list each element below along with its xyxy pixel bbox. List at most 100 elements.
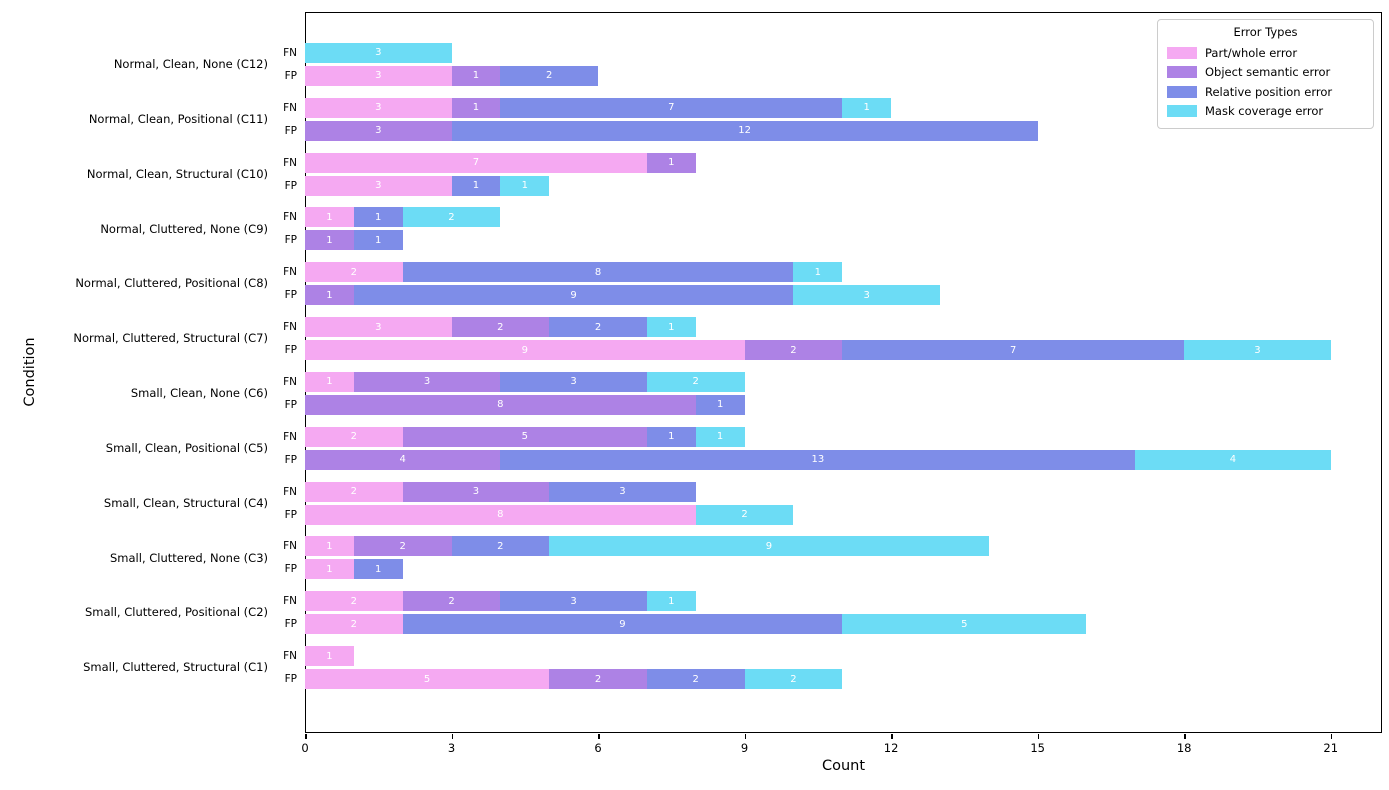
bar-row: FP 9 2 7 3: [268, 340, 1382, 361]
fp-tick-label: FP: [284, 618, 297, 631]
bar-row: FN 7 1: [268, 152, 1382, 173]
bar-segment: 9: [549, 536, 989, 557]
fn-fp-pair: FN 3 2 2 1 FP 9 2 7 3: [268, 317, 1382, 361]
fn-tick-label: FN: [283, 156, 297, 169]
bar-segment: 7: [842, 340, 1185, 361]
legend-swatch: [1167, 46, 1197, 59]
bar-row: FP 1 9 3: [268, 285, 1382, 306]
legend-entry-label: Relative position error: [1205, 84, 1333, 99]
fn-tick-label: FN: [283, 211, 297, 224]
x-tick-label: 3: [447, 741, 456, 755]
bar-segment: 8: [305, 394, 696, 415]
bar-segment: 3: [305, 317, 452, 338]
bar-segment: 12: [451, 120, 1038, 141]
fp-tick-label: FP: [284, 69, 297, 82]
bar-segment: 9: [353, 285, 794, 306]
bar-segment: 1: [305, 536, 354, 557]
bar-segment: 2: [646, 669, 745, 690]
bar-segment: 2: [549, 317, 647, 338]
bar-segment: 1: [646, 426, 696, 447]
bar-segment: 2: [305, 614, 403, 635]
fn-fp-pair: FN 1 2 2 9 FP 1 1: [268, 536, 1382, 580]
condition-label: Small, Cluttered, None (C3): [110, 550, 268, 565]
fp-tick-label: FP: [284, 124, 297, 137]
bar-segment: 1: [842, 97, 892, 118]
x-tick-mark: [744, 734, 747, 739]
legend-entry-label: Part/whole error: [1205, 45, 1298, 60]
x-tick-label: 15: [1030, 741, 1045, 755]
bar-segment: 3: [305, 120, 452, 141]
bar-segment: 1: [451, 97, 501, 118]
x-tick-label: 0: [301, 741, 309, 755]
bar-segment: 3: [305, 42, 452, 63]
bar-row: FN 2 5 1 1: [268, 426, 1382, 447]
bar-track-fn: 1: [305, 646, 1382, 667]
fp-tick-label: FP: [284, 344, 297, 357]
condition-label: Small, Clean, Positional (C5): [105, 440, 268, 455]
fp-tick-label: FP: [284, 179, 297, 192]
x-tick-mark: [1037, 734, 1040, 739]
bar-segment: 4: [1135, 449, 1331, 470]
condition-label: Normal, Cluttered, Positional (C8): [75, 276, 268, 291]
bar-row: FN 3 2 2 1: [268, 317, 1382, 338]
condition-label: Small, Cluttered, Positional (C2): [84, 605, 268, 620]
bar-segment: 1: [305, 559, 354, 580]
fn-tick-label: FN: [283, 266, 297, 279]
x-tick-mark: [891, 734, 893, 739]
legend-entry: Mask coverage error: [1167, 102, 1364, 122]
bar-segment: 2: [744, 340, 843, 361]
legend-swatch: [1167, 66, 1197, 79]
condition-group: Small, Cluttered, Positional (C2) FN 2 2 3 1 F…: [0, 585, 1382, 640]
fn-fp-pair: FN 2 2 3 1 FP 2 9 5: [268, 591, 1382, 635]
bar-segment: 5: [842, 614, 1087, 635]
fn-fp-pair: FN 2 3 3 FP 8 2: [268, 481, 1382, 525]
condition-group: Normal, Clean, Structural (C10) FN 7 1 FP 3 1 1: [0, 147, 1382, 202]
bar-segment: 1: [695, 394, 745, 415]
fp-tick-label: FP: [284, 234, 297, 247]
condition-group: Small, Clean, Positional (C5) FN 2 5 1 1 FP 4 13…: [0, 421, 1382, 476]
bar-row: FN 3 1 7 1: [268, 97, 1382, 118]
bar-segment: 9: [402, 614, 843, 635]
condition-group: Normal, Cluttered, Positional (C8) FN 2 8 1 F…: [0, 256, 1382, 311]
bar-segment: 1: [305, 285, 354, 306]
bar-segment: 2: [451, 317, 550, 338]
legend-entry: Relative position error: [1167, 82, 1364, 102]
bar-segment: 3: [305, 97, 452, 118]
condition-group: Normal, Clean, None (C12) FN 3 FP 3 1 2: [0, 37, 1382, 92]
fp-tick-label: FP: [284, 508, 297, 521]
fn-tick-label: FN: [283, 46, 297, 59]
bar-segment: 1: [451, 65, 501, 86]
bar-segment: 2: [549, 669, 647, 690]
bar-segment: 1: [793, 262, 843, 283]
x-tick-label: 6: [594, 741, 602, 755]
condition-group: Normal, Cluttered, Structural (C7) FN 3 2 2 1…: [0, 311, 1382, 366]
fp-tick-label: FP: [284, 563, 297, 576]
bar-segment: 3: [793, 285, 940, 306]
bar-segment: 7: [305, 152, 647, 173]
fn-fp-pair: FN 3 1 7 1 FP 3 12: [268, 97, 1382, 141]
fn-tick-label: FN: [283, 101, 297, 114]
bar-segment: 5: [402, 426, 647, 447]
x-tick-mark: [451, 734, 454, 739]
fn-fp-pair: FN 2 8 1 FP 1 9 3: [268, 262, 1382, 306]
bar-segment: 3: [305, 175, 452, 196]
legend-entry: Object semantic error: [1167, 63, 1364, 83]
bar-segment: 5: [305, 669, 550, 690]
bar-row: FN 2 8 1: [268, 262, 1382, 283]
bar-segment: 2: [500, 65, 599, 86]
x-tick-label: 12: [883, 741, 899, 755]
bar-segment: 3: [353, 371, 501, 392]
fn-tick-label: FN: [283, 430, 297, 443]
bar-segment: 9: [305, 340, 745, 361]
